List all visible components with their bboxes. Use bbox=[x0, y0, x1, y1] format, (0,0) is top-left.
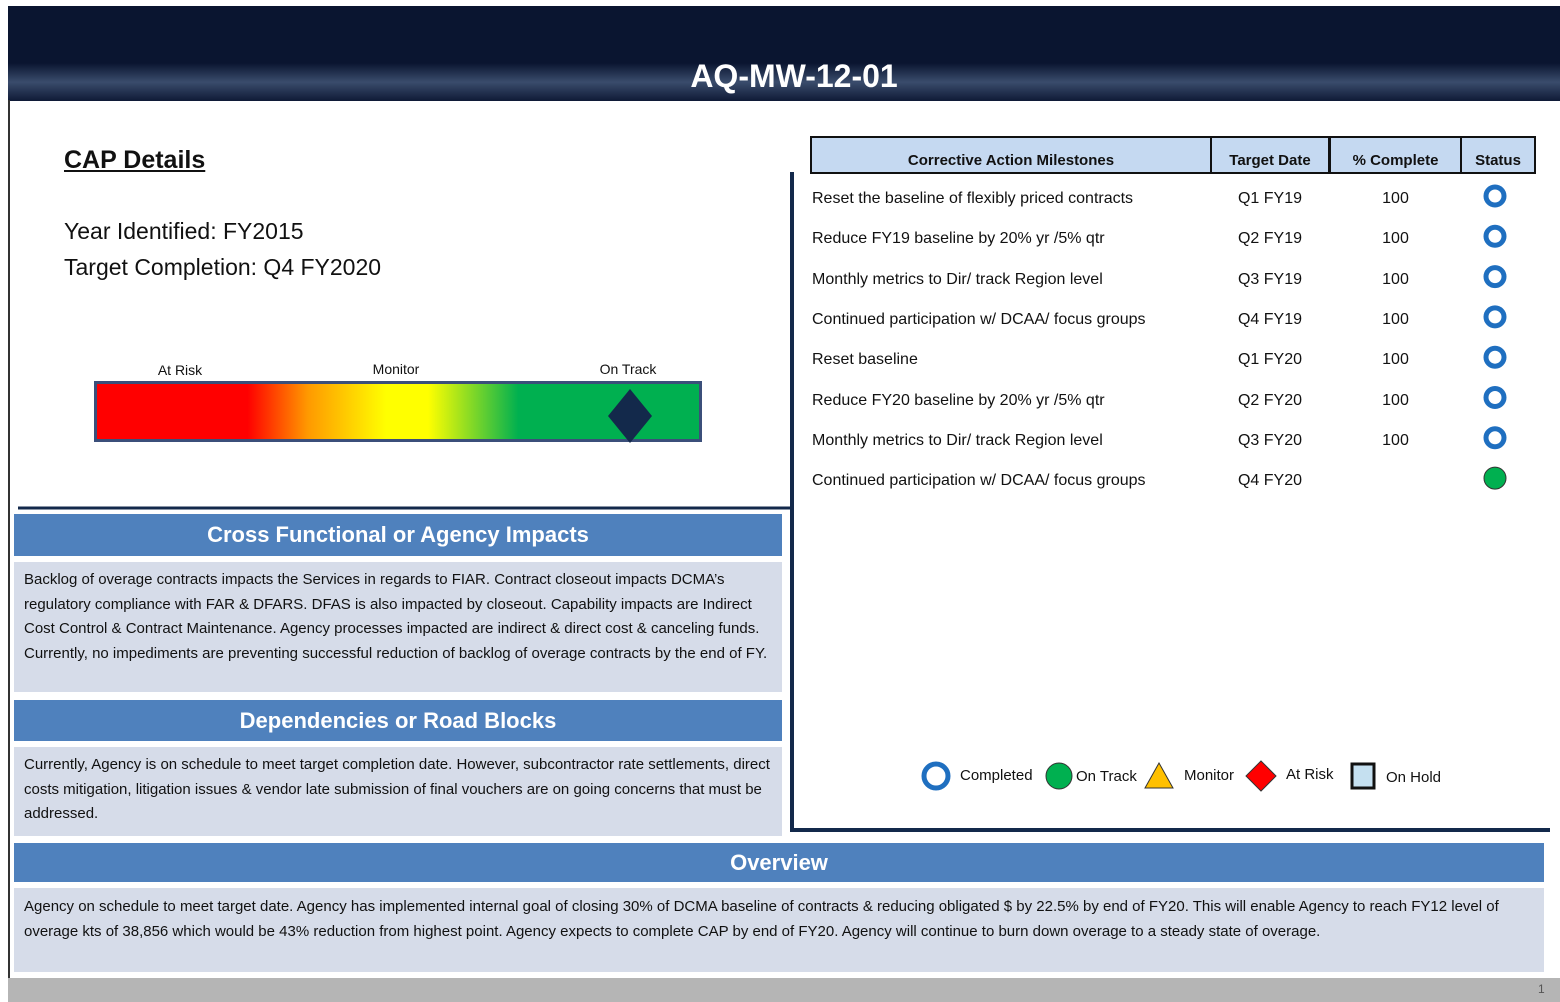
target-date: Q1 FY19 bbox=[1237, 190, 1303, 207]
percent-complete: 100 bbox=[1382, 230, 1409, 248]
slide-border bbox=[8, 100, 10, 980]
target-date: Q3 FY19 bbox=[1237, 270, 1303, 288]
percent-complete: 100 bbox=[1382, 310, 1409, 328]
target-completion: Target Completion: Q4 FY2020 bbox=[64, 254, 382, 280]
legend-icon bbox=[1144, 761, 1174, 789]
header-band bbox=[8, 6, 1560, 101]
target-date: Q2 FY19 bbox=[1237, 230, 1303, 248]
milestone: Reduce FY20 baseline by 20% yr /5% qtr bbox=[812, 391, 1105, 409]
section-text: Currently, Agency is on schedule to meet… bbox=[14, 747, 782, 836]
status-icon bbox=[1483, 184, 1507, 208]
table-header: Target Date bbox=[1210, 136, 1330, 174]
gauge-label: On Track bbox=[599, 361, 657, 377]
status-icon bbox=[1483, 345, 1507, 369]
milestone: Monthly metrics to Dir/ track Region lev… bbox=[812, 270, 1103, 288]
page-number: 1 bbox=[1538, 982, 1545, 996]
footer-band bbox=[8, 978, 1560, 1002]
milestone: Reset baseline bbox=[812, 351, 918, 369]
legend-label: At Risk bbox=[1286, 766, 1334, 783]
percent-complete: 100 bbox=[1382, 190, 1409, 207]
slide-title: AQ-MW-12-01 bbox=[690, 58, 898, 94]
section-text: Agency on schedule to meet target date. … bbox=[14, 888, 1544, 972]
status-icons bbox=[1483, 184, 1507, 490]
status-icon bbox=[1483, 426, 1507, 450]
target-date: Q3 FY20 bbox=[1237, 431, 1303, 449]
gauge-indicator bbox=[608, 389, 652, 443]
percent-complete: 100 bbox=[1382, 391, 1409, 409]
milestone: Monthly metrics to Dir/ track Region lev… bbox=[812, 431, 1103, 449]
status-icon bbox=[1483, 265, 1507, 289]
section-header: Dependencies or Road Blocks bbox=[14, 700, 782, 741]
section-text: Backlog of overage contracts impacts the… bbox=[14, 562, 782, 692]
legend-label: Monitor bbox=[1184, 767, 1235, 784]
target-date: Q4 FY19 bbox=[1237, 310, 1303, 328]
percent-complete: 100 bbox=[1382, 270, 1409, 288]
status-icon bbox=[1483, 224, 1507, 248]
gauge bbox=[94, 381, 702, 442]
legend-icon bbox=[1045, 762, 1073, 790]
legend-icon bbox=[921, 761, 951, 791]
legend-label: Completed bbox=[960, 767, 1033, 784]
section-header: Overview bbox=[14, 843, 1544, 882]
milestone: Continued participation w/ DCAA/ focus g… bbox=[812, 310, 1146, 328]
legend-label: On Hold bbox=[1386, 769, 1442, 786]
status-icon bbox=[1483, 305, 1507, 329]
legend bbox=[921, 760, 1376, 792]
milestone: Continued participation w/ DCAA/ focus g… bbox=[812, 472, 1146, 490]
table-header: Status bbox=[1460, 136, 1536, 174]
status-icon bbox=[1483, 466, 1507, 490]
gauge-label: At Risk bbox=[157, 362, 203, 378]
section-header: Cross Functional or Agency Impacts bbox=[14, 514, 782, 556]
legend-label: On Track bbox=[1076, 768, 1137, 785]
gauge-label: Monitor bbox=[372, 361, 420, 377]
target-date: Q2 FY20 bbox=[1237, 391, 1303, 409]
status-icon bbox=[1483, 386, 1507, 409]
percent-complete: 100 bbox=[1382, 351, 1409, 369]
year-identified: Year Identified: FY2015 bbox=[64, 218, 304, 244]
milestone: Reset the baseline of flexibly priced co… bbox=[812, 190, 1134, 207]
legend-icon bbox=[1350, 762, 1376, 790]
target-date: Q1 FY20 bbox=[1237, 351, 1303, 369]
target-date: Q4 FY20 bbox=[1237, 472, 1303, 490]
percent-complete: 100 bbox=[1382, 431, 1409, 449]
milestone: Reduce FY19 baseline by 20% yr /5% qtr bbox=[812, 230, 1105, 248]
table-header: Corrective Action Milestones bbox=[810, 136, 1212, 174]
table-header: % Complete bbox=[1329, 136, 1462, 174]
cap-heading: CAP Details bbox=[64, 146, 206, 174]
legend-icon bbox=[1245, 760, 1277, 792]
